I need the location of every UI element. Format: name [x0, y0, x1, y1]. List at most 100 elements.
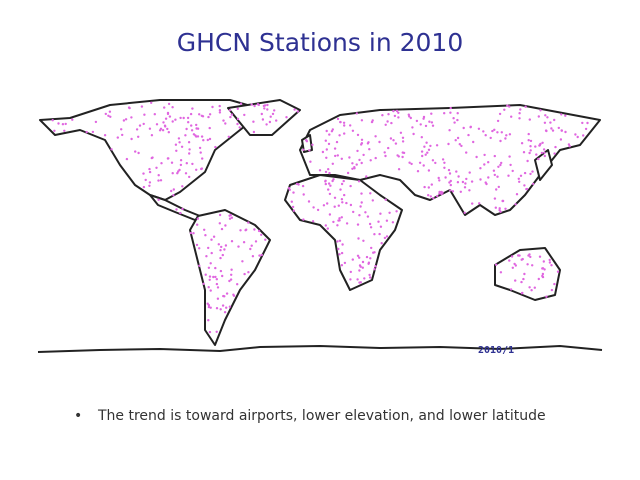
station-dot	[370, 246, 373, 250]
station-dot	[188, 148, 191, 151]
station-dot	[212, 235, 216, 238]
station-dot	[531, 264, 534, 267]
station-dot	[257, 229, 261, 233]
station-dot	[368, 222, 372, 226]
station-dot	[360, 143, 363, 146]
station-dot	[496, 131, 499, 134]
station-dot	[544, 129, 548, 132]
station-dot	[448, 172, 452, 175]
station-dot	[208, 330, 212, 334]
station-dot	[324, 182, 327, 186]
station-dot	[369, 226, 373, 229]
station-dot	[556, 270, 560, 273]
station-dot	[239, 229, 242, 232]
station-dot	[214, 145, 217, 149]
station-dot	[500, 131, 503, 134]
station-dot	[535, 153, 538, 156]
station-dot	[528, 151, 531, 155]
station-dot	[554, 145, 557, 149]
station-dot	[387, 146, 390, 150]
station-dot	[493, 128, 496, 131]
station-dot	[430, 183, 433, 186]
station-dot	[53, 129, 56, 132]
station-dot	[162, 121, 165, 124]
station-dot	[207, 286, 210, 289]
station-dot	[143, 113, 146, 116]
station-dot	[518, 112, 521, 115]
station-dot	[533, 286, 536, 289]
station-dot	[487, 161, 490, 164]
station-dot	[522, 277, 525, 281]
station-dot	[438, 179, 441, 182]
station-dot	[422, 115, 426, 119]
station-dot	[179, 116, 182, 120]
station-dot	[269, 115, 272, 118]
station-dot	[504, 137, 507, 140]
station-dot	[542, 260, 545, 263]
station-dot	[177, 137, 181, 140]
station-dot	[195, 168, 198, 171]
station-dot	[295, 182, 299, 186]
station-dot	[384, 198, 387, 201]
station-dot	[397, 168, 401, 171]
station-dot	[135, 128, 139, 131]
station-dot	[207, 266, 211, 269]
station-dot	[333, 205, 336, 208]
station-dot	[198, 264, 201, 267]
station-dot	[390, 121, 393, 125]
station-dot	[208, 278, 211, 281]
station-dot	[373, 268, 376, 271]
station-dot	[495, 188, 498, 191]
station-dot	[316, 208, 320, 212]
station-dot	[559, 138, 563, 141]
station-dot	[518, 180, 521, 183]
station-dot	[325, 156, 328, 159]
station-dot	[370, 120, 374, 124]
station-dot	[539, 109, 542, 112]
station-dot	[215, 307, 219, 310]
station-dot	[327, 182, 331, 185]
station-dot	[171, 106, 174, 109]
station-dot	[200, 135, 204, 138]
station-dot	[209, 289, 212, 292]
station-dot	[456, 136, 460, 140]
station-dot	[200, 114, 203, 118]
station-dot	[493, 154, 496, 158]
station-dot	[458, 143, 461, 146]
station-dot	[537, 157, 540, 161]
station-dot	[553, 118, 556, 122]
station-dot	[228, 217, 232, 220]
station-dot	[542, 148, 546, 151]
station-dot	[170, 161, 174, 164]
station-dot	[254, 240, 258, 243]
station-dot	[357, 237, 360, 240]
station-dot	[509, 288, 513, 291]
station-dot	[174, 143, 178, 146]
station-dot	[328, 171, 331, 175]
station-dot	[449, 189, 452, 192]
station-dot	[142, 172, 145, 175]
station-dot	[514, 264, 517, 267]
station-dot	[520, 142, 524, 145]
station-dot	[209, 306, 212, 309]
station-dot	[195, 123, 198, 127]
station-dot	[443, 161, 446, 164]
station-dot	[340, 198, 344, 201]
station-dot	[198, 146, 202, 150]
station-dot	[221, 253, 224, 257]
station-dot	[494, 263, 498, 266]
station-dot	[71, 118, 74, 121]
station-dot	[196, 127, 200, 130]
station-dot	[478, 202, 481, 205]
station-dot	[479, 167, 482, 170]
station-dot	[203, 228, 206, 231]
station-dot	[266, 108, 269, 111]
station-dot	[346, 171, 350, 175]
station-dot	[189, 231, 193, 235]
station-dot	[529, 172, 532, 176]
station-dot	[144, 178, 147, 182]
station-dot	[250, 103, 253, 106]
station-dot	[341, 201, 344, 204]
station-dot	[374, 265, 377, 268]
station-dot	[224, 224, 227, 227]
